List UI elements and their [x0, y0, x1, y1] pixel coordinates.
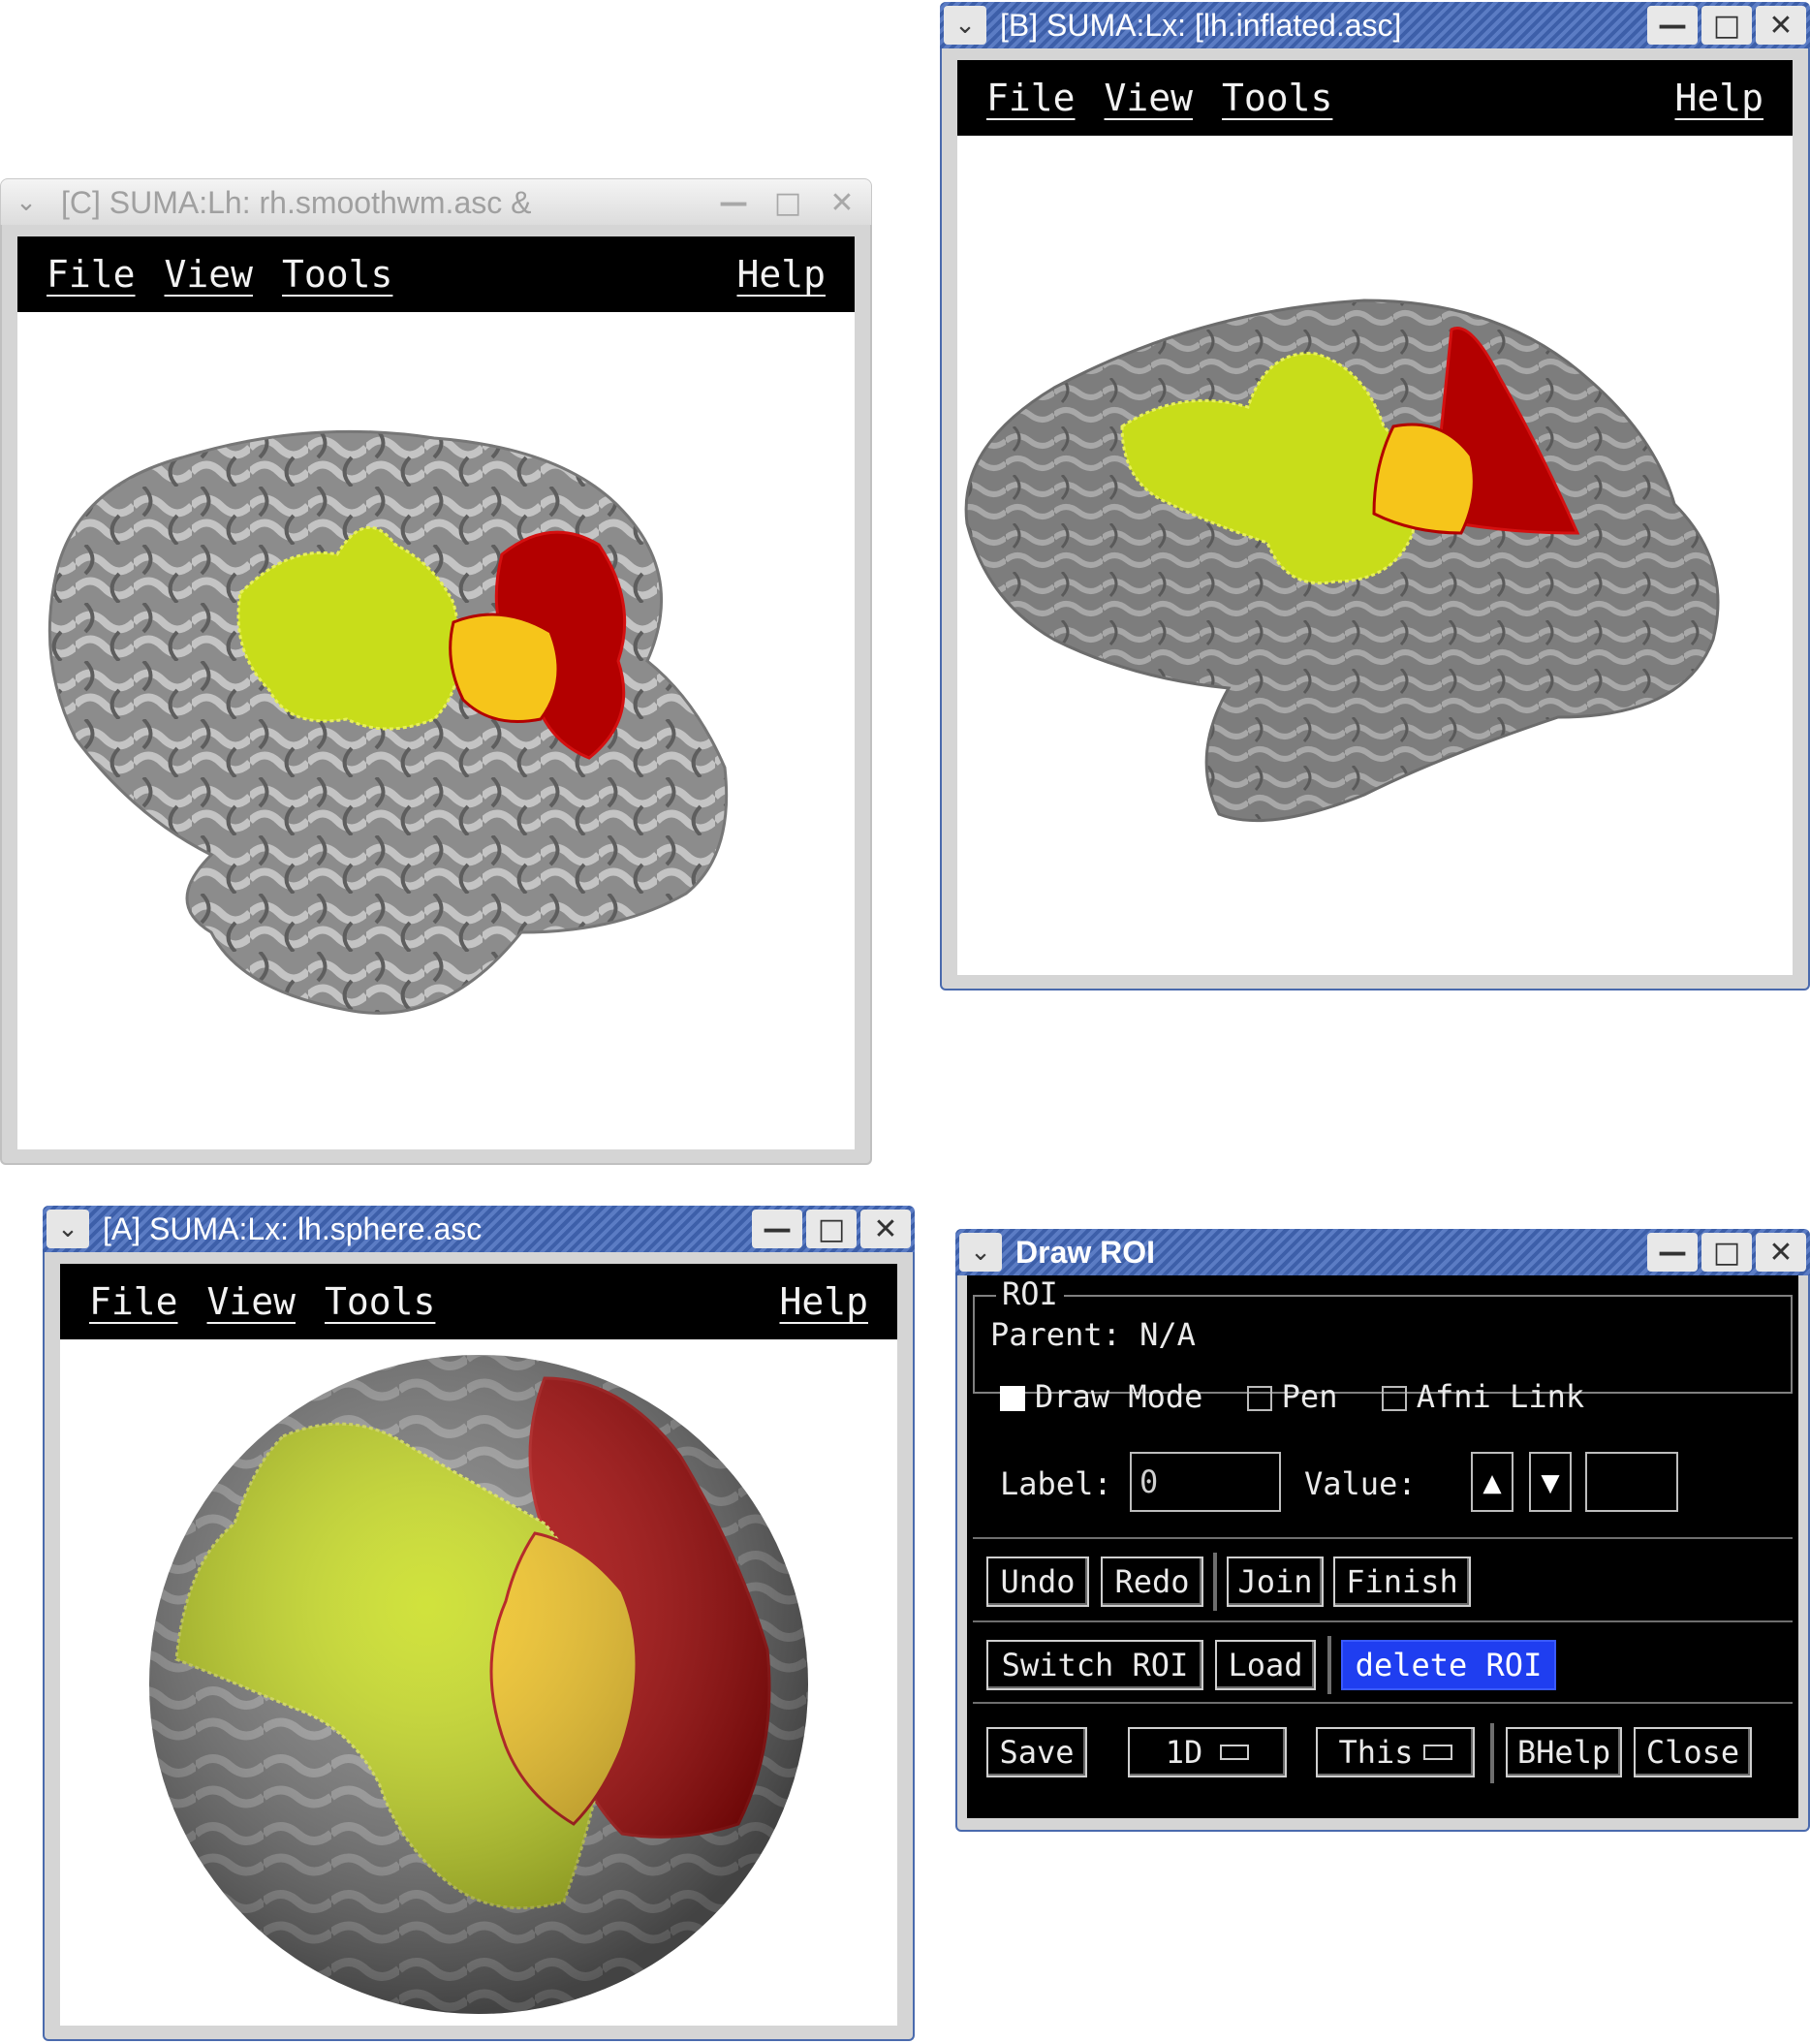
close-icon[interactable]: ✕	[1756, 6, 1806, 45]
value-input[interactable]	[1585, 1452, 1678, 1512]
pen-label: Pen	[1281, 1378, 1338, 1415]
maximize-icon[interactable]: □	[773, 185, 802, 220]
save-button[interactable]: Save	[986, 1727, 1087, 1777]
arrow-down-icon[interactable]: ▼	[1529, 1452, 1572, 1512]
tools-menu[interactable]: Tools	[325, 1280, 436, 1323]
option-indicator-icon	[1220, 1745, 1250, 1760]
maximize-icon[interactable]: □	[806, 1210, 857, 1248]
scope-option-menu[interactable]: This	[1316, 1727, 1475, 1777]
roi-overlap-c	[449, 613, 560, 723]
close-button[interactable]: Close	[1634, 1727, 1752, 1777]
undo-button[interactable]: Undo	[986, 1557, 1089, 1607]
window-a-title: [A] SUMA:Lx: lh.sphere.asc	[103, 1211, 483, 1246]
window-b-title: [B] SUMA:Lx: [lh.inflated.asc]	[1000, 7, 1402, 43]
file-menu[interactable]: File	[986, 77, 1076, 119]
parent-label: Parent: N/A	[990, 1316, 1196, 1353]
format-option-menu[interactable]: 1D	[1128, 1727, 1287, 1777]
roi-yellow-b	[1120, 352, 1417, 585]
close-icon[interactable]: ✕	[1756, 1233, 1806, 1272]
window-b-menubar: File View Tools Help	[957, 60, 1793, 136]
minimize-icon[interactable]: —	[752, 1210, 802, 1248]
maximize-icon[interactable]: □	[1701, 6, 1752, 45]
afni-link-label: Afni Link	[1416, 1378, 1585, 1415]
delete-roi-button[interactable]: delete ROI	[1341, 1640, 1556, 1690]
minimize-icon[interactable]: —	[1647, 6, 1698, 45]
draw-mode-checkbox[interactable]	[1000, 1386, 1025, 1411]
finish-button[interactable]: Finish	[1333, 1557, 1471, 1607]
afni-link-checkbox[interactable]	[1381, 1386, 1407, 1411]
close-icon[interactable]: ✕	[829, 185, 855, 220]
value-caption: Value:	[1304, 1465, 1417, 1502]
surface-viewer-c[interactable]	[17, 312, 855, 1149]
suma-window-a: ⌄ [A] SUMA:Lx: lh.sphere.asc — □ ✕ File …	[43, 1206, 915, 2041]
suma-window-c: ⌄ [C] SUMA:Lh: rh.smoothwm.asc & — □ ✕ F…	[0, 178, 872, 1165]
draw-mode-label: Draw Mode	[1035, 1378, 1203, 1415]
draw-roi-body: ROI Parent: N/A Draw Mode Pen Afni Link …	[967, 1275, 1798, 1818]
label-caption: Label:	[1000, 1465, 1112, 1502]
close-icon[interactable]: ✕	[860, 1210, 911, 1248]
format-option-label: 1D	[1165, 1734, 1203, 1771]
minimize-icon[interactable]: —	[719, 185, 748, 220]
label-input[interactable]: 0	[1130, 1452, 1281, 1512]
window-a-titlebar[interactable]: ⌄ [A] SUMA:Lx: lh.sphere.asc — □ ✕	[43, 1206, 915, 1252]
window-c-menubar: File View Tools Help	[17, 236, 855, 312]
chevron-down-icon[interactable]: ⌄	[959, 1233, 1002, 1272]
chevron-down-icon[interactable]: ⌄	[16, 188, 37, 217]
roi-group: ROI	[973, 1275, 1793, 1394]
help-menu[interactable]: Help	[736, 253, 826, 296]
draw-roi-title: Draw ROI	[1015, 1234, 1156, 1270]
bhelp-button[interactable]: BHelp	[1506, 1727, 1622, 1777]
roi-overlap-b	[1372, 423, 1476, 535]
mode-row: Draw Mode Pen Afni Link	[1000, 1378, 1584, 1415]
maximize-icon[interactable]: □	[1701, 1233, 1752, 1272]
roi-yellow-c	[236, 525, 462, 731]
tools-menu[interactable]: Tools	[282, 253, 393, 296]
surface-viewer-a[interactable]	[60, 1339, 897, 2026]
view-menu[interactable]: View	[206, 1280, 296, 1323]
window-b-titlebar[interactable]: ⌄ [B] SUMA:Lx: [lh.inflated.asc] — □ ✕	[940, 2, 1810, 48]
redo-button[interactable]: Redo	[1101, 1557, 1203, 1607]
file-menu[interactable]: File	[47, 253, 136, 296]
option-indicator-icon	[1422, 1745, 1452, 1760]
help-menu[interactable]: Help	[1674, 77, 1763, 119]
pen-checkbox[interactable]	[1246, 1386, 1272, 1411]
draw-roi-titlebar[interactable]: ⌄ Draw ROI — □ ✕	[955, 1229, 1810, 1275]
roi-group-label: ROI	[996, 1275, 1064, 1312]
view-menu[interactable]: View	[1104, 77, 1194, 119]
window-a-menubar: File View Tools Help	[60, 1264, 897, 1339]
chevron-down-icon[interactable]: ⌄	[944, 6, 986, 45]
tools-menu[interactable]: Tools	[1222, 77, 1333, 119]
suma-window-b: ⌄ [B] SUMA:Lx: [lh.inflated.asc] — □ ✕ F…	[940, 2, 1810, 991]
switch-roi-button[interactable]: Switch ROI	[986, 1640, 1203, 1690]
help-menu[interactable]: Help	[779, 1280, 868, 1323]
file-menu[interactable]: File	[89, 1280, 178, 1323]
window-c-title: [C] SUMA:Lh: rh.smoothwm.asc &	[61, 184, 532, 220]
chevron-down-icon[interactable]: ⌄	[47, 1210, 89, 1248]
load-button[interactable]: Load	[1215, 1640, 1316, 1690]
view-menu[interactable]: View	[164, 253, 254, 296]
scope-option-label: This	[1338, 1734, 1414, 1771]
window-c-titlebar[interactable]: ⌄ [C] SUMA:Lh: rh.smoothwm.asc & — □ ✕	[0, 178, 872, 227]
arrow-up-icon[interactable]: ▲	[1471, 1452, 1514, 1512]
draw-roi-window: ⌄ Draw ROI — □ ✕ ROI Parent: N/A Draw Mo…	[955, 1229, 1810, 1832]
join-button[interactable]: Join	[1227, 1557, 1324, 1607]
minimize-icon[interactable]: —	[1647, 1233, 1698, 1272]
surface-viewer-b[interactable]	[957, 136, 1793, 975]
